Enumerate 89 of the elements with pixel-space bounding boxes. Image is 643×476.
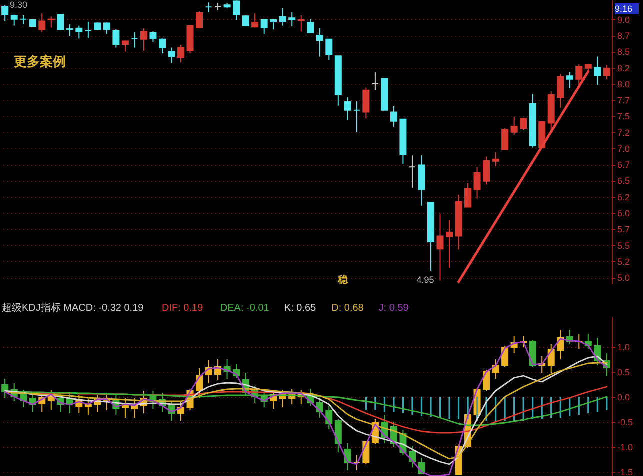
candlestick xyxy=(603,64,610,80)
candlestick xyxy=(196,11,204,29)
candlestick xyxy=(140,28,148,52)
y-tick-label: 6.7 xyxy=(618,160,630,170)
candlestick xyxy=(252,13,259,28)
y-tick-label: 8.5 xyxy=(618,47,630,58)
y-tick-label: 6.5 xyxy=(618,176,630,186)
candlestick xyxy=(66,24,74,37)
y-tick-label: 6.0 xyxy=(618,208,630,218)
candlestick xyxy=(84,21,92,39)
candlestick xyxy=(510,116,518,136)
candlestick xyxy=(436,214,444,282)
candlestick xyxy=(158,38,166,54)
candlestick xyxy=(566,72,574,89)
y-tick-label: -1.5 xyxy=(618,468,634,476)
annotation: 更多案例 xyxy=(14,54,66,69)
candlestick xyxy=(76,25,83,40)
y-tick-label: 0.0 xyxy=(618,392,630,402)
candlestick xyxy=(492,152,500,168)
y-tick-label: 7.2 xyxy=(618,128,630,138)
y-tick-label: 5.2 xyxy=(618,256,630,267)
candlestick xyxy=(362,87,370,120)
candlestick xyxy=(408,155,416,188)
candlestick xyxy=(20,14,28,26)
y-tick-label: 7.0 xyxy=(618,144,630,154)
candlestick xyxy=(279,8,286,26)
candlestick xyxy=(112,28,120,48)
candlestick xyxy=(557,74,564,108)
annotation: 4.95 xyxy=(416,275,434,285)
candlestick xyxy=(122,40,129,52)
y-tick-label: 5.5 xyxy=(618,240,630,251)
text: D: 0.68 xyxy=(332,303,364,314)
candlestick xyxy=(307,18,314,34)
candlestick xyxy=(178,44,185,64)
annotation: 9.30 xyxy=(10,0,28,10)
candlestick xyxy=(48,16,55,28)
y-tick-label: 9.0 xyxy=(618,14,630,25)
candlestick xyxy=(2,4,9,22)
y-tick-label: 5.7 xyxy=(618,224,630,235)
candlestick xyxy=(353,100,360,133)
text: DIF: 0.19 xyxy=(162,303,204,314)
candlestick xyxy=(483,156,490,186)
candlestick xyxy=(576,64,583,88)
candlestick xyxy=(483,370,490,392)
candlestick xyxy=(502,128,509,150)
candlestick xyxy=(464,182,472,208)
y-tick-label: -0.5 xyxy=(618,418,634,428)
candlestick xyxy=(298,14,305,32)
candlestick xyxy=(390,106,398,128)
candlestick xyxy=(205,2,212,13)
chart-title: 超级KDJ指标 MACD: -0.32 0.19 xyxy=(2,302,144,314)
annotation: 稳 xyxy=(337,274,349,286)
candlestick xyxy=(326,38,333,61)
candlestick xyxy=(334,419,342,453)
candlestick xyxy=(594,56,602,86)
y-tick-label: 8.0 xyxy=(618,79,630,90)
y-tick-label: 0.5 xyxy=(618,368,630,378)
candlestick xyxy=(502,346,509,368)
candlestick xyxy=(131,32,138,48)
candlestick xyxy=(103,22,110,35)
candlestick xyxy=(446,220,454,268)
candlestick xyxy=(38,13,46,33)
y-tick-label: 6.2 xyxy=(618,192,630,202)
candlestick xyxy=(288,12,296,27)
candlestick xyxy=(548,344,555,374)
text: K: 0.65 xyxy=(284,303,317,314)
candlestick xyxy=(150,31,157,42)
candlestick xyxy=(168,47,176,64)
y-tick-label: 7.5 xyxy=(618,112,630,122)
y-tick-label: -1.0 xyxy=(618,442,634,452)
candlestick xyxy=(316,28,324,58)
candlestick xyxy=(233,0,240,21)
text: J: 0.59 xyxy=(378,303,410,314)
candlestick xyxy=(492,359,500,380)
candlestick xyxy=(344,96,352,121)
candlestick xyxy=(474,166,481,200)
y-tick-label: 5.0 xyxy=(618,273,630,284)
y-tick-label: 7.7 xyxy=(618,96,630,106)
text: DEA: -0.01 xyxy=(220,303,270,314)
text: 9.16 xyxy=(615,4,633,14)
y-tick-label: 8.2 xyxy=(618,63,630,74)
candlestick xyxy=(372,72,379,91)
candlestick xyxy=(260,18,268,35)
y-tick-label: 8.7 xyxy=(618,31,630,41)
candlestick xyxy=(520,118,528,131)
y-tick-label: 1.0 xyxy=(618,342,630,352)
candlestick xyxy=(214,2,222,11)
candlestick xyxy=(57,14,64,31)
candlestick xyxy=(353,455,360,471)
